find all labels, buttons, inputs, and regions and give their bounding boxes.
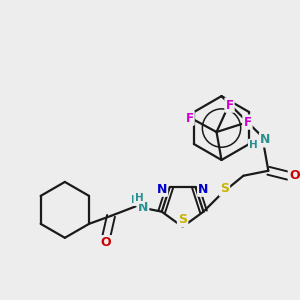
- Text: F: F: [186, 112, 194, 124]
- Text: N: N: [198, 183, 209, 196]
- Text: O: O: [289, 169, 300, 182]
- Text: S: S: [220, 182, 229, 195]
- Text: N: N: [138, 201, 148, 214]
- Text: N: N: [260, 133, 271, 146]
- Text: N: N: [157, 183, 167, 196]
- Text: H: H: [249, 140, 258, 150]
- Text: H: H: [135, 193, 143, 203]
- Text: F: F: [226, 99, 233, 112]
- Text: F: F: [244, 116, 251, 129]
- Text: S: S: [178, 213, 187, 226]
- Text: H: H: [130, 195, 139, 205]
- Text: O: O: [101, 236, 111, 249]
